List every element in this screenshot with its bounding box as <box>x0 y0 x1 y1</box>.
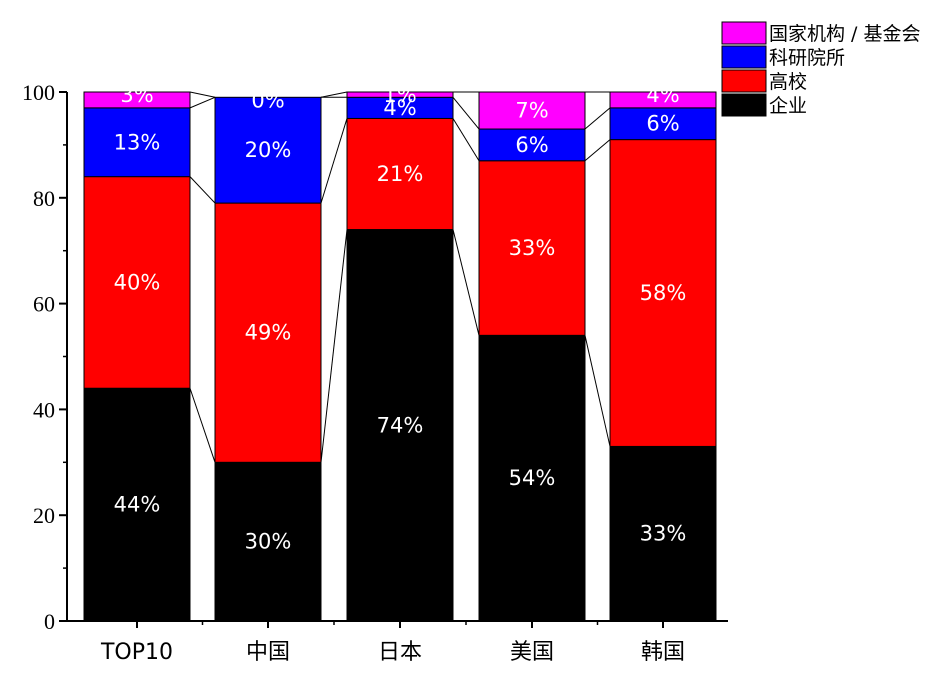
y-tick-label: 20 <box>33 503 55 528</box>
stack-connector-line <box>584 335 611 447</box>
stack-connector-line <box>584 139 611 162</box>
x-tick-label: 日本 <box>378 640 422 665</box>
data-label: 21% <box>377 162 424 186</box>
bar-segment <box>346 229 454 622</box>
data-label: 0% <box>251 88 284 112</box>
stack-connector-line <box>189 96 216 109</box>
y-tick-label: 40 <box>33 397 55 422</box>
bar-segment <box>83 176 191 389</box>
bar-segment <box>83 91 191 109</box>
bar-segment <box>478 128 586 162</box>
data-label: 3% <box>120 83 153 107</box>
stack-connector-line <box>189 176 216 204</box>
data-label: 33% <box>640 522 687 546</box>
stack-connector-line <box>452 96 480 130</box>
bar-segment <box>609 139 717 447</box>
stack-connector-line <box>320 91 348 98</box>
bar-segment <box>214 461 322 622</box>
stack-connector-line <box>452 118 480 162</box>
stack-connector-lines <box>189 91 611 463</box>
bar-segment <box>346 117 454 231</box>
legend-swatch <box>721 21 767 45</box>
bar-segment <box>609 91 717 109</box>
data-label: 6% <box>515 133 548 157</box>
bar-segment <box>346 91 454 98</box>
data-label: 49% <box>245 321 292 345</box>
x-tick-label: 美国 <box>510 640 554 665</box>
data-label: 33% <box>509 236 556 260</box>
bar-segment <box>83 107 191 178</box>
x-tick-label: 中国 <box>246 640 290 665</box>
data-label: 54% <box>509 466 556 490</box>
data-label: 1% <box>383 83 416 107</box>
stack-connector-line <box>320 229 348 463</box>
y-tick-label: 100 <box>22 80 55 105</box>
bar-segment <box>609 445 717 622</box>
legend-label: 企业 <box>769 95 807 117</box>
data-label: 30% <box>245 530 292 554</box>
legend-swatch <box>721 69 767 93</box>
bar-segment <box>214 96 322 204</box>
data-label: 13% <box>114 130 161 154</box>
bar-stacks: 44%40%13%3%30%49%20%0%74%21%4%1%54%33%6%… <box>83 83 717 622</box>
bar-segment <box>83 387 191 622</box>
data-label: 7% <box>515 99 548 123</box>
legend-label: 高校 <box>769 71 807 93</box>
axes: 0 20 40 60 80 100 TOP10 中国 日本 美国 韩国 <box>22 80 728 665</box>
bar-segment <box>478 91 586 130</box>
data-label: 4% <box>383 96 416 120</box>
stack-connector-line <box>189 388 216 463</box>
x-tick-label: 韩国 <box>641 640 685 665</box>
bar-segment <box>214 202 322 463</box>
data-label: 6% <box>646 112 679 136</box>
data-label: 4% <box>646 83 679 107</box>
bar-segment <box>478 334 586 622</box>
x-tick-label: TOP10 <box>100 640 173 665</box>
data-label: 44% <box>114 493 161 517</box>
data-label: 20% <box>245 138 292 162</box>
y-tick-label: 0 <box>44 609 55 634</box>
legend-label: 国家机构 / 基金会 <box>769 23 920 45</box>
legend-swatch <box>721 45 767 69</box>
stack-connector-line <box>189 91 216 98</box>
stack-connector-line <box>320 118 348 204</box>
y-tick-label: 60 <box>33 292 55 317</box>
legend-swatch <box>721 93 767 117</box>
data-label: 74% <box>377 413 424 437</box>
stack-connector-line <box>452 229 480 336</box>
stack-connector-line <box>584 107 611 130</box>
data-label: 58% <box>640 281 687 305</box>
data-label: 40% <box>114 270 161 294</box>
y-tick-label: 80 <box>33 186 55 211</box>
bar-segment <box>609 107 717 141</box>
legend-label: 科研院所 <box>769 47 845 69</box>
bar-segment <box>478 160 586 336</box>
